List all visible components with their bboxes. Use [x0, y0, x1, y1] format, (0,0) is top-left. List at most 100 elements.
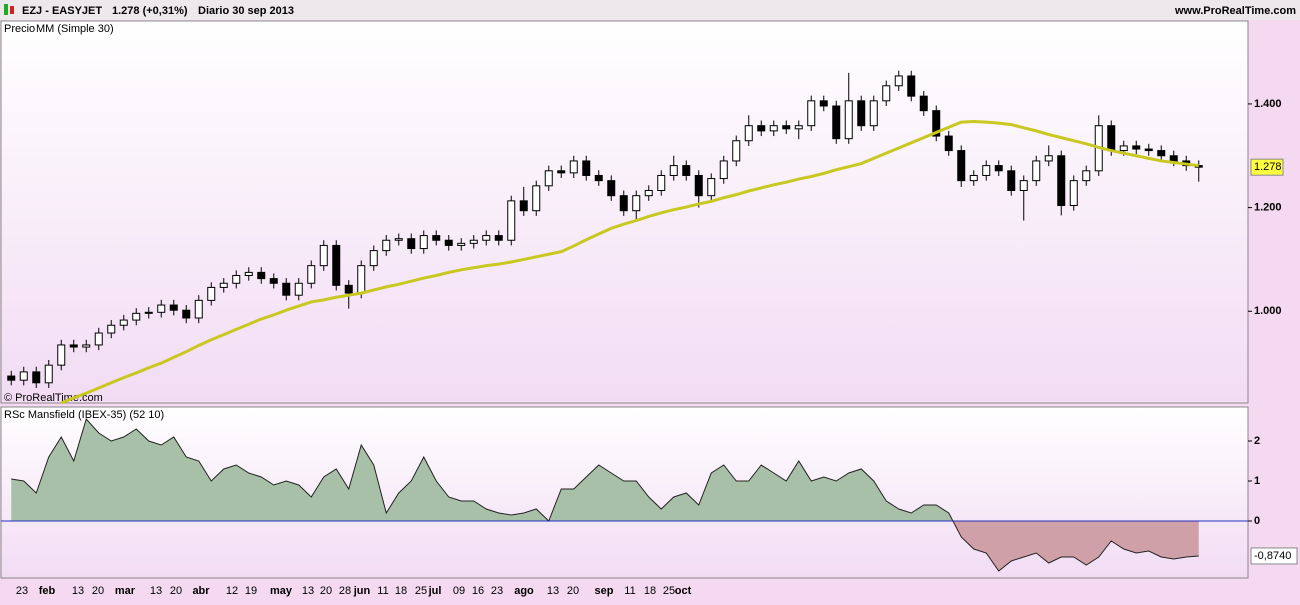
candle-body [282, 282, 291, 296]
candle-body [419, 235, 428, 250]
candle-body [394, 238, 403, 241]
candle-body [707, 178, 716, 197]
header-bar [0, 0, 1300, 20]
x-tick-label: 20 [170, 585, 182, 597]
candle-body [932, 110, 941, 137]
candle-body [269, 278, 278, 284]
x-tick-label: 28 [339, 585, 351, 597]
icon [4, 4, 8, 15]
candle-body [182, 309, 191, 319]
candle-body [582, 160, 591, 176]
candle-body [1057, 155, 1066, 207]
candle-body [319, 244, 328, 267]
x-tick-label: ago [514, 585, 534, 597]
candle-body [532, 185, 541, 212]
candle-body [557, 170, 566, 174]
last-price-box [1250, 158, 1284, 176]
candle-body [732, 140, 741, 162]
candle-body [719, 160, 728, 180]
candle-body [807, 100, 816, 127]
candle-body [169, 304, 178, 311]
candle-body [494, 235, 503, 241]
candle-body [469, 239, 478, 244]
candle-body [1044, 155, 1053, 162]
candle-body [682, 165, 691, 176]
x-tick-label: 18 [644, 585, 656, 597]
candle-body [1032, 160, 1041, 182]
candle-body [382, 239, 391, 252]
candle-body [332, 244, 341, 286]
candle-body [657, 174, 666, 191]
x-tick-label: sep [595, 585, 614, 597]
candle-body [482, 235, 491, 241]
area-negative [11, 521, 1199, 571]
x-tick-label: jun [353, 585, 371, 597]
candle-body [994, 165, 1003, 172]
candle-body [832, 105, 841, 140]
y-tick-label: 1.200 [1254, 202, 1282, 214]
y-tick-label: 1 [1254, 475, 1260, 487]
candle-body [82, 344, 91, 348]
x-tick-label: may [270, 585, 293, 597]
candle-body [694, 174, 703, 197]
candle-body [294, 282, 303, 296]
candle-body [19, 371, 28, 381]
x-tick-label: 18 [395, 585, 407, 597]
x-tick-label: 23 [491, 585, 503, 597]
candle-body [1082, 170, 1091, 182]
last-price-label: 1.278 [1254, 161, 1282, 173]
legend-label: Precio [4, 23, 35, 35]
candle-body [594, 174, 603, 182]
candle-body [7, 375, 16, 381]
candle-body [94, 332, 103, 346]
candle-body [944, 135, 953, 152]
candle-body [357, 265, 366, 294]
candle-body [1107, 125, 1116, 152]
candle-body [607, 180, 616, 197]
x-tick-label: 13 [72, 585, 84, 597]
x-tick-label: 20 [320, 585, 332, 597]
candle-body [907, 75, 916, 97]
candle-body [969, 174, 978, 182]
candle-body [769, 125, 778, 132]
candle-body [757, 125, 766, 132]
x-tick-label: 11 [377, 585, 388, 597]
y-tick-label: 2 [1254, 435, 1260, 447]
candle-body [244, 271, 253, 276]
candle-body [57, 344, 66, 366]
candle-body [257, 271, 266, 280]
candle-body [857, 100, 866, 127]
x-tick-label: 11 [624, 585, 635, 597]
candle-body [132, 312, 141, 321]
candle-body [1007, 170, 1016, 191]
x-tick-label: 16 [472, 585, 484, 597]
x-tick-label: abr [192, 585, 210, 597]
candle-body [882, 85, 891, 102]
icon [10, 6, 14, 14]
candle-body [619, 195, 628, 212]
x-tick-label: 13 [150, 585, 162, 597]
candle-body [119, 319, 128, 326]
candle-body [457, 242, 466, 246]
candle-body [1144, 148, 1153, 152]
y-tick-label: 1.400 [1254, 98, 1282, 110]
x-tick-label: 09 [453, 585, 465, 597]
x-tick-label: 25 [415, 585, 427, 597]
last-value-label: -0,8740 [1254, 550, 1291, 562]
candle-body [919, 95, 928, 112]
x-tick-label: 13 [302, 585, 314, 597]
candle-body [307, 265, 316, 284]
candle-body [407, 238, 416, 250]
candle-body [982, 165, 991, 176]
candle-body [444, 239, 453, 246]
candle-body [894, 75, 903, 87]
x-tick-label: 25 [663, 585, 675, 597]
candle-body [44, 364, 53, 384]
candle-body [782, 125, 791, 130]
area-positive [11, 419, 1199, 521]
candle-body [1157, 150, 1166, 157]
x-tick-label: 12 [226, 585, 238, 597]
candle-body [344, 284, 353, 294]
